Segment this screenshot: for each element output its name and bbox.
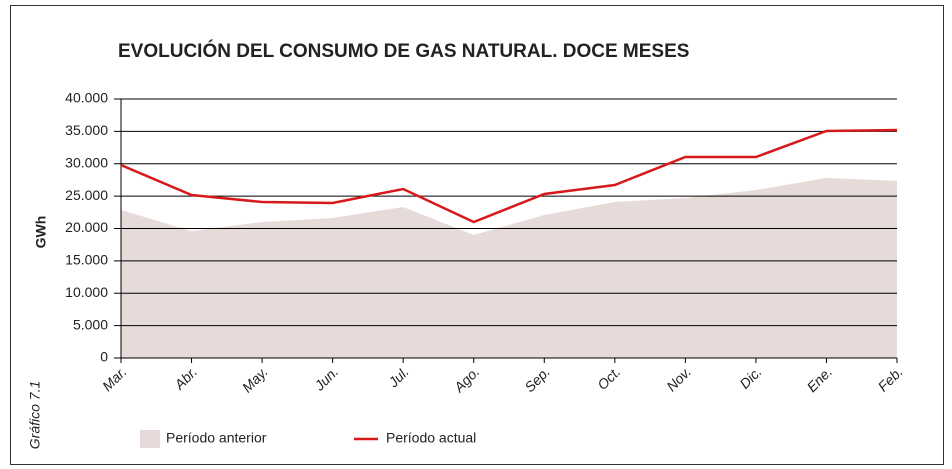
y-tick-label: 20.000 bbox=[65, 219, 108, 235]
x-tick-label: Jun. bbox=[311, 363, 342, 394]
y-tick-label: 35.000 bbox=[65, 122, 108, 138]
side-label: Gráfico 7.1 bbox=[27, 381, 43, 449]
frame bbox=[10, 5, 944, 465]
y-axis-label: GWh bbox=[33, 216, 49, 249]
x-tick-label: May. bbox=[239, 363, 271, 395]
y-tick-label: 25.000 bbox=[65, 187, 108, 203]
x-tick-label: Feb. bbox=[875, 363, 906, 394]
x-tick-label: Dic. bbox=[736, 363, 764, 391]
x-tick-label: Nov. bbox=[663, 363, 694, 394]
line bbox=[120, 128, 898, 224]
chart-title: EVOLUCIÓN DEL CONSUMO DE GAS NATURAL. DO… bbox=[118, 40, 689, 62]
legend-swatch bbox=[140, 430, 160, 448]
legend-label: Período actual bbox=[386, 430, 476, 446]
y-tick-label: 15.000 bbox=[65, 252, 108, 268]
x-tick-label: Ene. bbox=[804, 363, 836, 395]
x-tick-label: Mar. bbox=[99, 363, 130, 394]
legend-label: Período anterior bbox=[166, 430, 267, 446]
x-tick-label: Abr. bbox=[170, 363, 200, 393]
x-tick-label: Sep. bbox=[521, 363, 553, 395]
x-tick-label: Oct. bbox=[594, 363, 623, 392]
y-tick-label: 0 bbox=[100, 349, 108, 365]
y-tick-label: 10.000 bbox=[65, 284, 108, 300]
y-tick-label: 5.000 bbox=[73, 316, 108, 332]
area bbox=[121, 177, 897, 358]
x-tick-label: Ago. bbox=[450, 363, 482, 395]
y-tick-label: 30.000 bbox=[65, 154, 108, 170]
y-tick-label: 40.000 bbox=[65, 90, 108, 106]
x-tick-label: Jul. bbox=[384, 363, 411, 390]
